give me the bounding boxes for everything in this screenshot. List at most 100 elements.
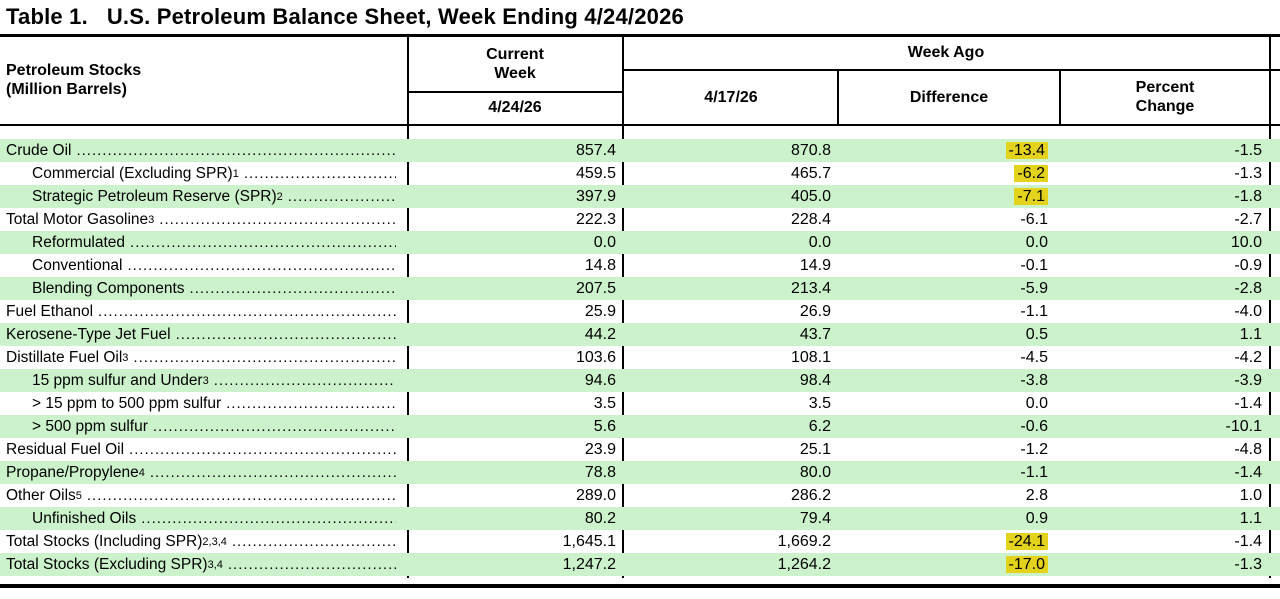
- difference-value: 0.9: [1025, 510, 1048, 527]
- weekago-subheader-rule: [623, 69, 1280, 71]
- percent-change-cell: -1.5: [1060, 139, 1270, 162]
- dot-leader: [228, 553, 396, 576]
- row-label: Distillate Fuel Oil: [6, 349, 123, 366]
- dot-leader: [129, 438, 396, 461]
- row-label-cell: Residual Fuel Oil: [0, 438, 408, 461]
- current-week-value: 78.8: [584, 464, 616, 481]
- current-week-value: 80.2: [584, 510, 616, 527]
- divider-right-edge: [1269, 36, 1271, 578]
- current-week-line2: Week: [494, 64, 536, 82]
- row-label: Fuel Ethanol: [6, 303, 94, 320]
- row-label: Unfinished Oils: [32, 510, 137, 527]
- week-ago-value: 25.1: [799, 441, 831, 458]
- row-label-cell: Unfinished Oils: [0, 507, 408, 530]
- difference-value: 2.8: [1025, 487, 1048, 504]
- row-label: Crude Oil: [6, 142, 72, 159]
- current-week-value: 5.6: [593, 418, 616, 435]
- dot-leader: [127, 254, 396, 277]
- difference-cell: -3.8: [838, 369, 1060, 392]
- stub-line2: (Million Barrels): [6, 81, 127, 98]
- row-label-cell: Crude Oil: [0, 139, 408, 162]
- percent-change-value: 1.1: [1239, 510, 1262, 527]
- difference-cell: -4.5: [838, 346, 1060, 369]
- current-week-value: 459.5: [575, 165, 616, 182]
- percent-change-value: 10.0: [1230, 234, 1262, 251]
- percent-change-cell: -1.4: [1060, 392, 1270, 415]
- footnote-superscript: 5: [75, 490, 82, 502]
- divider-label-current: [407, 36, 409, 578]
- current-week-line1: Current: [486, 45, 544, 63]
- percent-change-cell: -1.3: [1060, 553, 1270, 576]
- table-title: Table 1. U.S. Petroleum Balance Sheet, W…: [6, 4, 684, 29]
- current-week-value: 857.4: [575, 142, 616, 159]
- footnote-superscript: 4: [138, 467, 145, 479]
- difference-cell: 0.0: [838, 392, 1060, 415]
- difference-cell: -1.1: [838, 300, 1060, 323]
- row-label: Propane/Propylene: [6, 464, 139, 481]
- difference-value: -4.5: [1020, 349, 1048, 366]
- week-ago-value: 43.7: [799, 326, 831, 343]
- current-week-value: 0.0: [593, 234, 616, 251]
- difference-value: 0.0: [1025, 395, 1048, 412]
- difference-cell: -0.1: [838, 254, 1060, 277]
- row-label-cell: Other Oils 5: [0, 484, 408, 507]
- difference-value: -0.1: [1020, 257, 1048, 274]
- stub-line1: Petroleum Stocks: [6, 62, 142, 79]
- current-week-value: 1,247.2: [562, 556, 616, 573]
- row-label-cell: > 500 ppm sulfur: [0, 415, 408, 438]
- row-label-cell: Total Stocks (Excluding SPR) 3,4: [0, 553, 408, 576]
- week-ago-value: 870.8: [790, 142, 831, 159]
- week-ago-value: 286.2: [790, 487, 831, 504]
- footnote-superscript: 3: [202, 375, 209, 387]
- row-label-cell: Distillate Fuel Oil 3: [0, 346, 408, 369]
- row-label-cell: Conventional: [0, 254, 408, 277]
- week-ago-date-header: 4/17/26: [704, 88, 758, 106]
- dot-leader: [214, 369, 396, 392]
- table-row: Crude Oil 857.4 870.8 -13.4 -1.5: [0, 139, 1280, 162]
- current-week-value: 289.0: [575, 487, 616, 504]
- percent-change-cell: -1.4: [1060, 461, 1270, 484]
- difference-value: -1.1: [1020, 303, 1048, 320]
- percent-change-value: -1.3: [1234, 165, 1262, 182]
- row-label-cell: Reformulated: [0, 231, 408, 254]
- row-label-cell: Kerosene-Type Jet Fuel: [0, 323, 408, 346]
- difference-value: -3.8: [1020, 372, 1048, 389]
- week-ago-header: Week Ago: [907, 44, 985, 61]
- week-ago-value: 108.1: [790, 349, 831, 366]
- week-ago-value: 79.4: [799, 510, 831, 527]
- current-week-value: 23.9: [584, 441, 616, 458]
- percent-change-value: -1.8: [1234, 188, 1262, 205]
- stub-header: Petroleum Stocks (Million Barrels): [6, 36, 396, 124]
- current-week-value: 103.6: [575, 349, 616, 366]
- percent-change-cell: 1.1: [1060, 323, 1270, 346]
- table-row: Reformulated 0.0 0.0 0.0 10.0: [0, 231, 1280, 254]
- difference-cell: -7.1: [838, 185, 1060, 208]
- divider-difference-percent: [1059, 70, 1061, 125]
- current-week-value: 14.8: [584, 257, 616, 274]
- percent-change-value: -3.9: [1234, 372, 1262, 389]
- table-row: Fuel Ethanol 25.9 26.9 -1.1 -4.0: [0, 300, 1280, 323]
- row-label: Blending Components: [32, 280, 185, 297]
- percent-change-cell: -10.1: [1060, 415, 1270, 438]
- difference-value: -13.4: [1005, 142, 1048, 159]
- dot-leader: [150, 461, 396, 484]
- dot-leader: [87, 484, 396, 507]
- difference-value: -0.6: [1020, 418, 1048, 435]
- difference-cell: -17.0: [838, 553, 1060, 576]
- table-row: > 15 ppm to 500 ppm sulfur 3.5 3.5 0.0 -…: [0, 392, 1280, 415]
- row-label: Other Oils: [6, 487, 76, 504]
- row-label-cell: > 15 ppm to 500 ppm sulfur: [0, 392, 408, 415]
- footnote-superscript: 2: [276, 191, 283, 203]
- difference-value: -6.2: [1014, 165, 1048, 182]
- percent-change-value: -2.8: [1234, 280, 1262, 297]
- dot-leader: [244, 162, 396, 185]
- difference-cell: 0.9: [838, 507, 1060, 530]
- dot-leader: [76, 139, 396, 162]
- table-row: Residual Fuel Oil 23.9 25.1 -1.2 -4.8: [0, 438, 1280, 461]
- percent-change-cell: -3.9: [1060, 369, 1270, 392]
- footnote-superscript: 3: [122, 352, 129, 364]
- row-label: 15 ppm sulfur and Under: [32, 372, 203, 389]
- dot-leader: [232, 530, 396, 553]
